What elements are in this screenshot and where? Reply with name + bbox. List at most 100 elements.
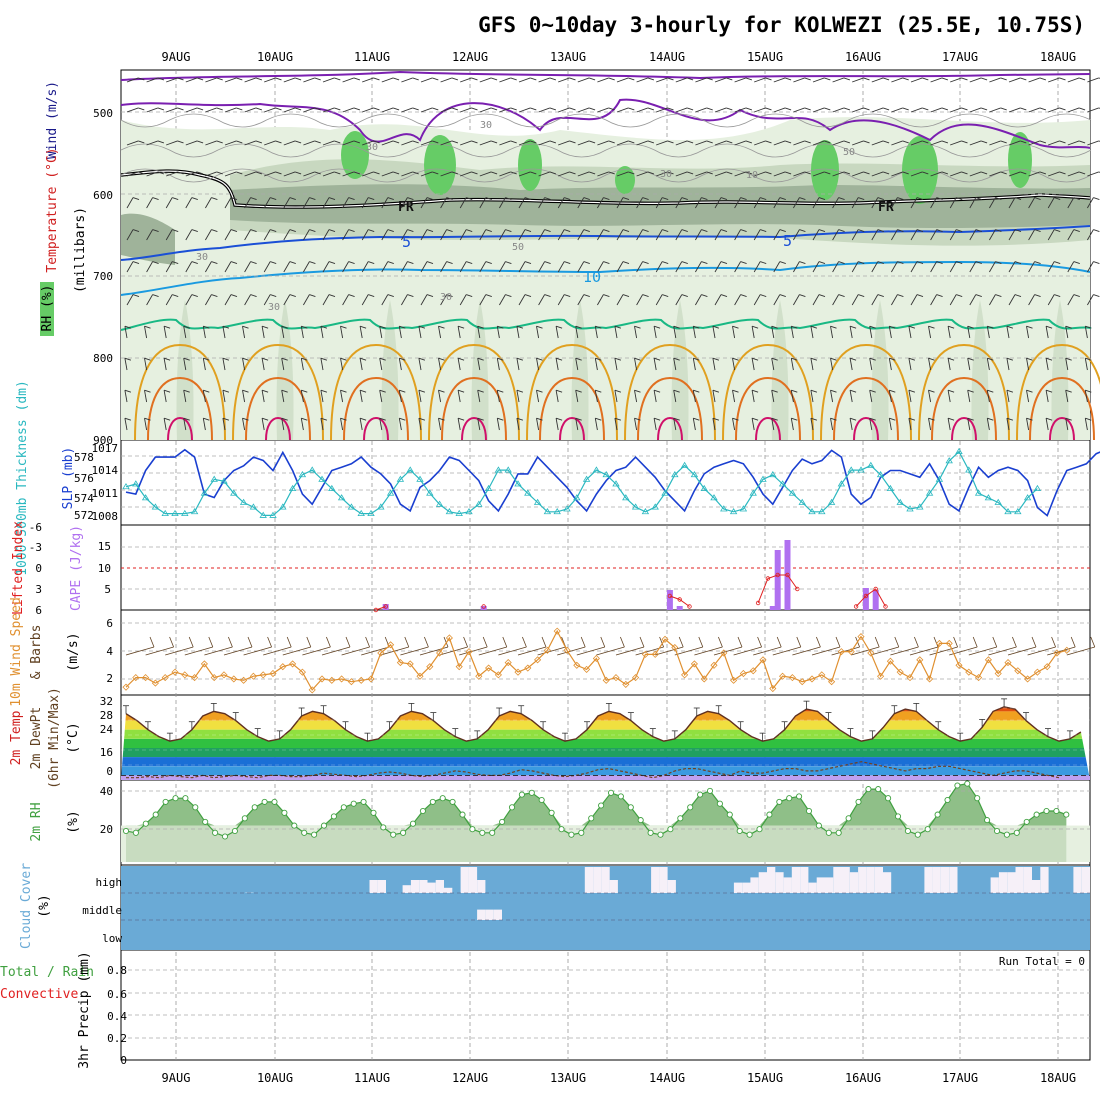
rh2m-point xyxy=(1053,807,1060,815)
thickness-point xyxy=(827,498,836,505)
thickness-point xyxy=(377,503,385,510)
wind-barb xyxy=(126,261,134,273)
wind-barb xyxy=(1028,261,1035,273)
label-precip-conv: Convective xyxy=(0,987,78,1002)
wind-barb xyxy=(222,358,226,371)
wind-barb-flag xyxy=(1045,417,1053,421)
wind-barb-flag xyxy=(530,107,537,111)
wind-barb xyxy=(496,418,500,431)
wind-barb-flag xyxy=(818,197,826,201)
wind-barb-flag xyxy=(1006,325,1014,329)
wind-barb xyxy=(930,140,943,146)
wind-barb-flag xyxy=(1078,171,1086,175)
wind-barb xyxy=(575,418,579,431)
wind-barb-flag xyxy=(203,325,210,329)
thickness-point xyxy=(141,494,150,501)
wind-barb-flag xyxy=(183,417,190,421)
wind-barb xyxy=(830,358,834,371)
wind10-barb xyxy=(890,646,919,656)
wind-barb xyxy=(379,418,383,431)
wind-barb xyxy=(832,261,839,273)
wind-barb xyxy=(322,229,330,241)
wind10-barb xyxy=(596,646,625,656)
wind-barb xyxy=(205,107,217,113)
wind-barb xyxy=(732,326,736,339)
wind-barb xyxy=(1028,140,1041,146)
cape-bar xyxy=(676,606,683,610)
wind-barb xyxy=(771,358,775,371)
wind10-point xyxy=(886,657,894,665)
cloud-high-gap xyxy=(477,880,486,893)
wind-barb-flag xyxy=(255,77,263,81)
rh2m-panel xyxy=(121,780,1090,862)
wind-barb xyxy=(754,77,766,83)
wind-barb xyxy=(362,107,374,113)
rh2m-point xyxy=(320,822,328,829)
rh2m-point xyxy=(954,782,961,789)
rh10-label: 10 xyxy=(746,170,758,181)
wind10-barb xyxy=(145,646,174,656)
wind-barb-flag xyxy=(261,357,269,361)
wind-barb-flag xyxy=(928,357,935,361)
wind10-point xyxy=(828,678,836,686)
wind-barb-flag xyxy=(603,229,610,233)
wind-barb xyxy=(381,197,389,209)
wind-barb xyxy=(420,229,428,241)
wind-barb-flag xyxy=(359,357,367,361)
wind-barb-flag xyxy=(760,197,767,201)
cloud-high-gap xyxy=(742,882,751,893)
wind-barb-flag xyxy=(399,325,406,329)
cloud-middle-gap xyxy=(477,909,486,920)
wind-barb xyxy=(947,358,951,371)
wind-barb-flag xyxy=(281,417,288,421)
wind-barb xyxy=(810,358,814,371)
rh2m-point xyxy=(736,827,743,835)
label-temp2m: 2m Temp xyxy=(9,710,24,765)
wind-barb-flag xyxy=(399,389,406,393)
wind-barb xyxy=(322,261,330,273)
cloud-level-high: high xyxy=(96,876,123,889)
wind-barb-flag xyxy=(765,171,772,175)
rh2m-point xyxy=(340,804,347,811)
cloud-high-gap xyxy=(949,867,958,893)
temp-contour-purple-top xyxy=(120,70,1091,81)
wind-barb-flag xyxy=(693,325,700,329)
wind-barb xyxy=(146,294,153,306)
label-wind10m-unit: (m/s) xyxy=(66,632,81,671)
wind-barb xyxy=(1026,358,1030,371)
date-label-bottom: 10AUG xyxy=(257,1071,293,1085)
rh-tick-20: 20 xyxy=(100,823,113,836)
wind-barb xyxy=(1084,418,1088,431)
wind-barb xyxy=(732,390,736,403)
wind-barb xyxy=(381,171,394,177)
wind-barb xyxy=(773,261,781,273)
temp-band xyxy=(121,729,1090,739)
wind-barb-flag xyxy=(569,171,576,175)
wind10-barb xyxy=(400,646,429,656)
wind-barb xyxy=(910,197,918,209)
wind-barb-flag xyxy=(211,229,218,233)
cloud-high-gap xyxy=(444,887,453,893)
wind-barb-flag xyxy=(426,294,434,298)
wind-barb-flag xyxy=(642,197,649,201)
rh2m-point xyxy=(1063,811,1070,818)
wind-barb-flag xyxy=(634,417,641,421)
wind-barb xyxy=(224,77,237,83)
wind-barb-flag xyxy=(281,325,288,329)
wind-barb xyxy=(536,390,540,403)
wind10-point xyxy=(318,675,326,683)
wind-barb-flag xyxy=(1093,261,1100,265)
wind-barb-flag xyxy=(387,229,394,233)
wind10-point xyxy=(220,671,228,679)
slp-thickness-panel xyxy=(121,447,1100,518)
wind10-point xyxy=(984,656,992,664)
cloud-high-gap xyxy=(419,880,428,893)
wind10-point xyxy=(935,639,943,647)
rh2m-point xyxy=(221,833,229,840)
rh2m-point xyxy=(241,815,248,822)
wind-barb-flag xyxy=(438,417,445,421)
cloud-level-middle: middle xyxy=(82,904,122,917)
wind-barb-flag xyxy=(379,389,386,393)
wind-barb-flag xyxy=(320,389,328,393)
wind-barb-flag xyxy=(510,77,517,81)
